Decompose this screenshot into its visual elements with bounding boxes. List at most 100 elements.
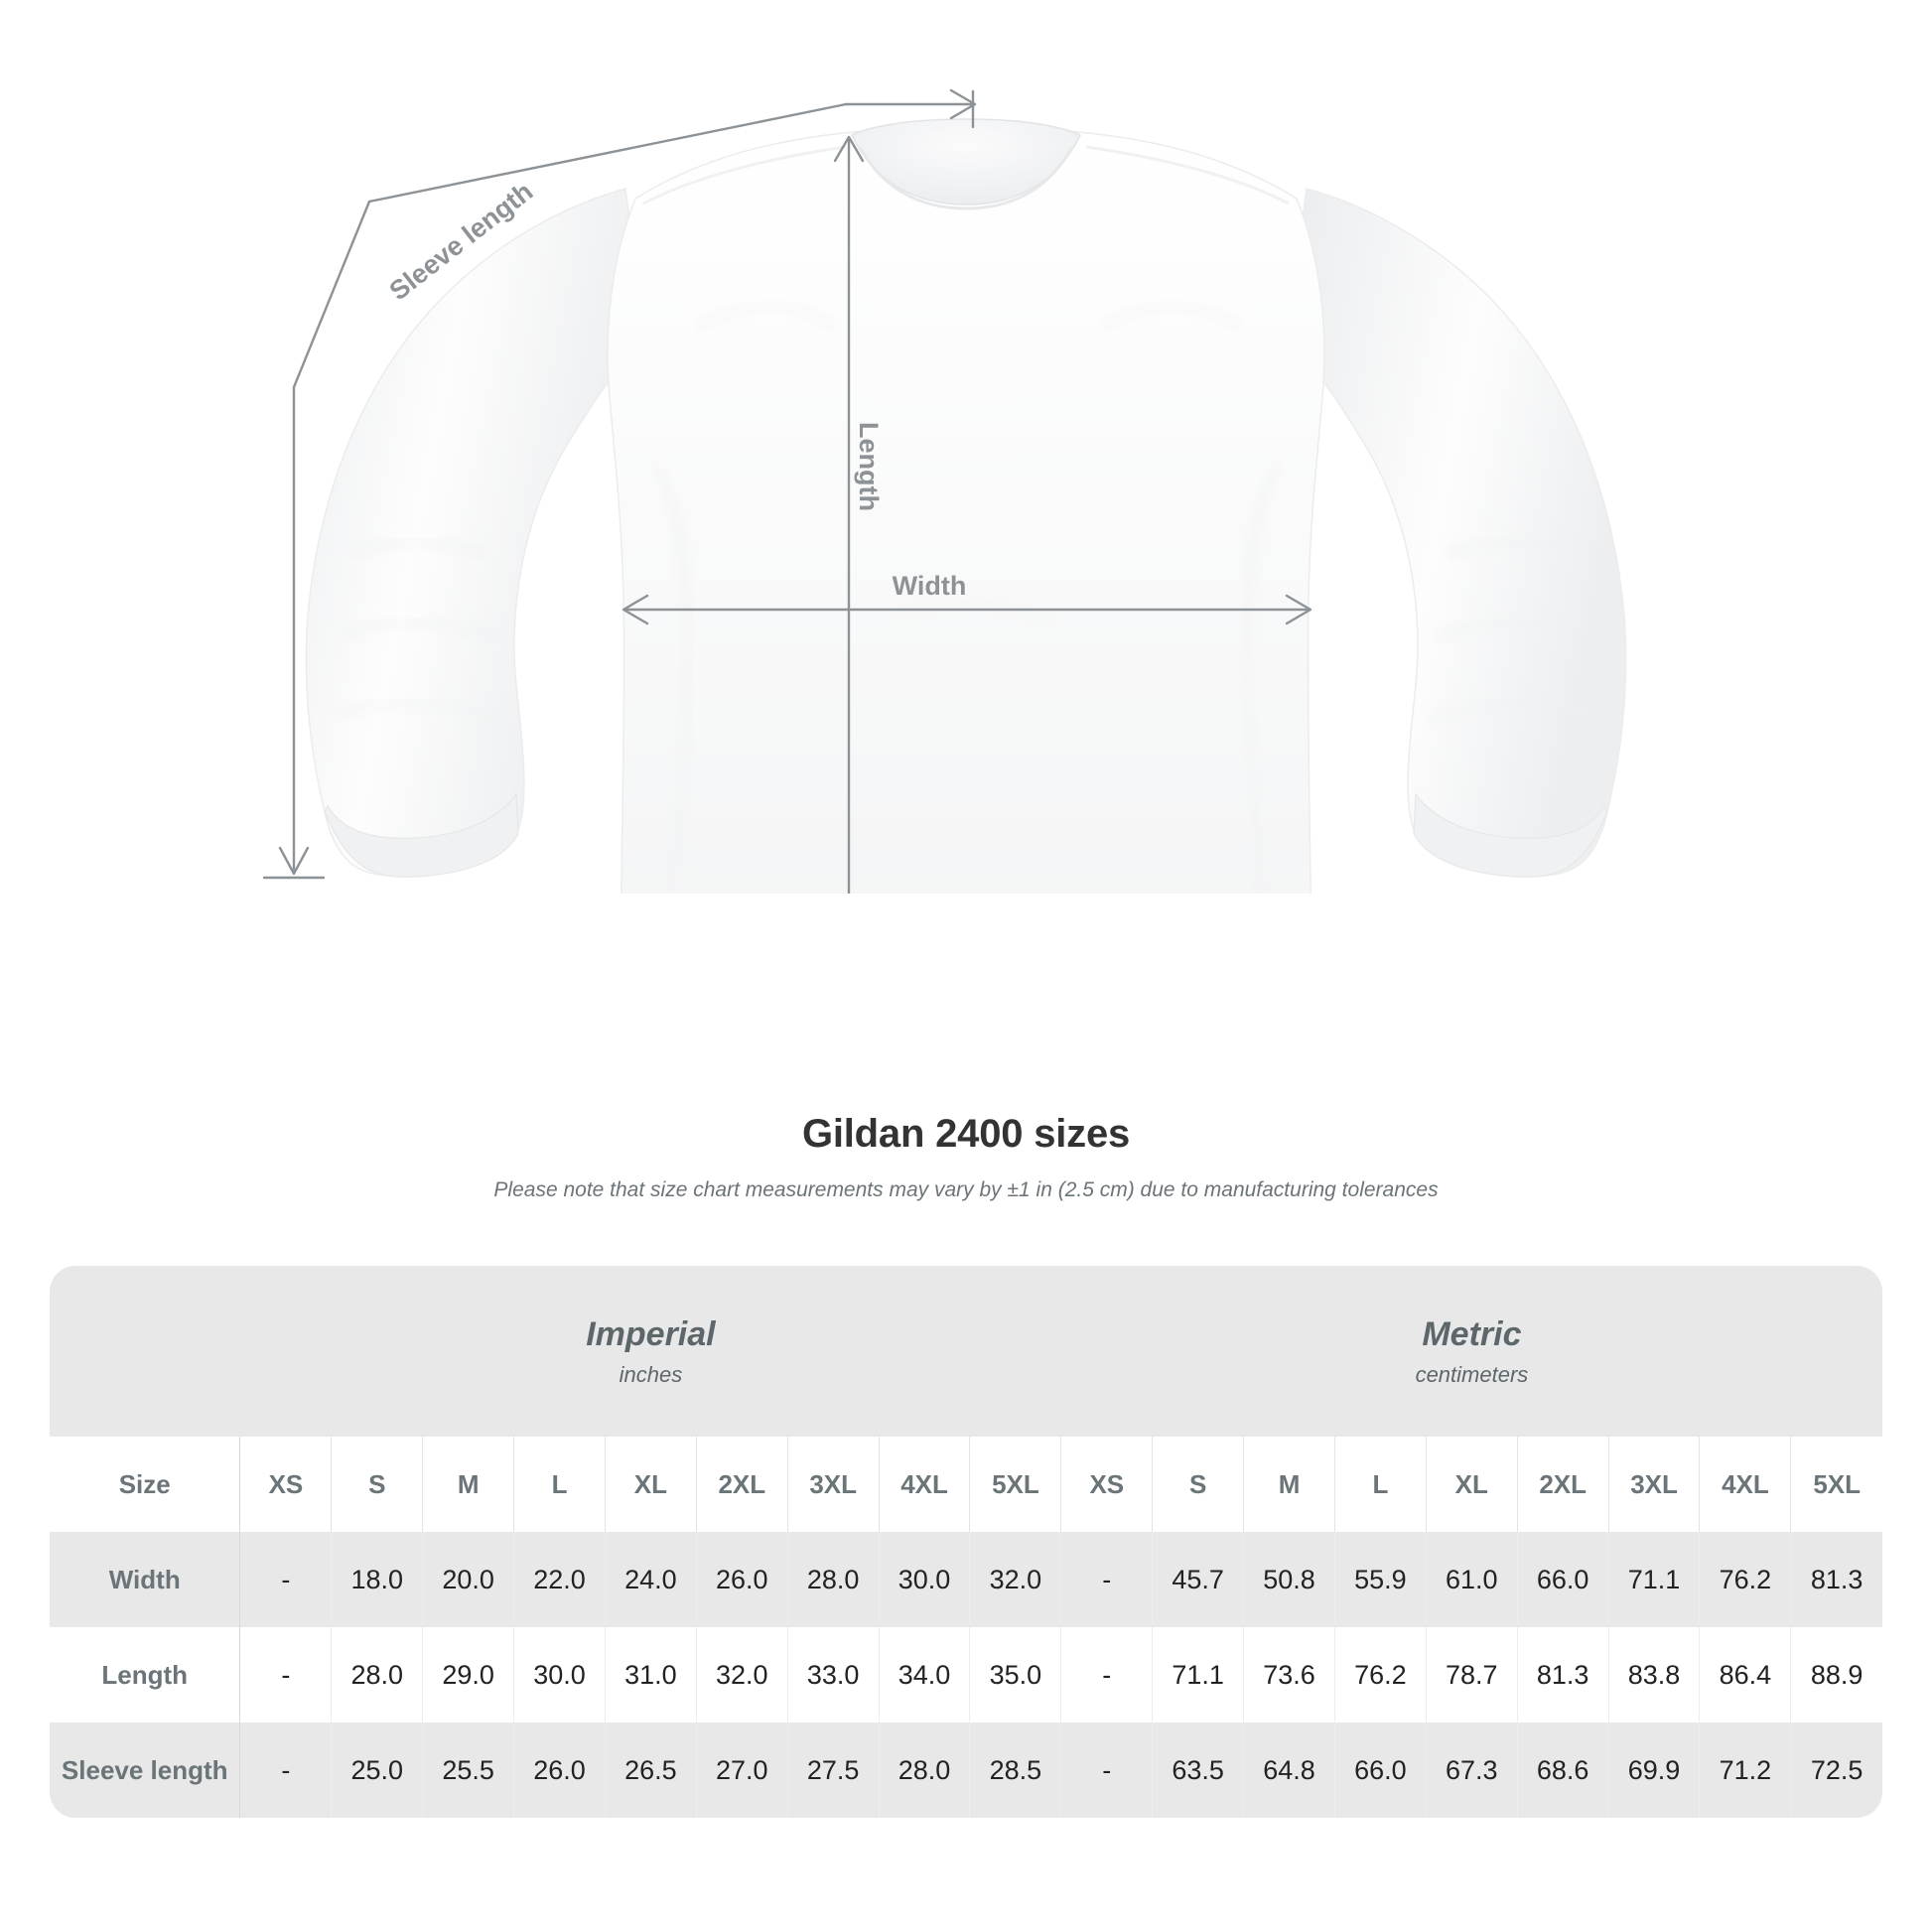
cell-width-metric-3xl: 71.1 bbox=[1608, 1532, 1701, 1627]
size-header-imperial-3xl: 3XL bbox=[787, 1437, 880, 1532]
cell-length-imperial-5xl: 35.0 bbox=[969, 1627, 1062, 1723]
length-dimension-line bbox=[833, 135, 865, 894]
right-sleeve bbox=[1286, 188, 1627, 878]
cell-width-metric-2xl: 66.0 bbox=[1517, 1532, 1609, 1627]
size-header-imperial-xs: XS bbox=[239, 1437, 333, 1532]
garment-body bbox=[607, 118, 1325, 894]
cell-length-metric-s: 71.1 bbox=[1152, 1627, 1245, 1723]
cell-width-metric-xl: 61.0 bbox=[1426, 1532, 1518, 1627]
cell-length-imperial-m: 29.0 bbox=[422, 1627, 515, 1723]
unit-system-header-row: Imperial inches Metric centimeters bbox=[50, 1266, 1882, 1437]
unit-header-imperial: Imperial inches bbox=[239, 1266, 1061, 1437]
cell-sleeve-imperial-5xl: 28.5 bbox=[969, 1723, 1062, 1818]
cell-sleeve-imperial-3xl: 27.5 bbox=[787, 1723, 880, 1818]
table-row: Width - 18.0 20.0 22.0 24.0 26.0 28.0 30… bbox=[50, 1532, 1882, 1627]
unit-name-imperial: Imperial bbox=[586, 1314, 716, 1353]
width-dimension-line bbox=[621, 594, 1312, 625]
cell-sleeve-metric-2xl: 68.6 bbox=[1517, 1723, 1609, 1818]
length-label: Length bbox=[854, 422, 884, 511]
cell-sleeve-metric-l: 66.0 bbox=[1334, 1723, 1427, 1818]
unit-header-spacer bbox=[50, 1266, 240, 1437]
cell-length-imperial-2xl: 32.0 bbox=[696, 1627, 788, 1723]
cell-sleeve-imperial-s: 25.0 bbox=[331, 1723, 424, 1818]
cell-sleeve-metric-4xl: 71.2 bbox=[1699, 1723, 1792, 1818]
cell-width-imperial-xs: - bbox=[239, 1532, 333, 1627]
cell-width-imperial-4xl: 30.0 bbox=[879, 1532, 971, 1627]
size-header-imperial-l: L bbox=[513, 1437, 606, 1532]
cell-length-imperial-xs: - bbox=[239, 1627, 333, 1723]
size-header-metric-2xl: 2XL bbox=[1517, 1437, 1609, 1532]
cell-length-imperial-4xl: 34.0 bbox=[879, 1627, 971, 1723]
cell-length-metric-l: 76.2 bbox=[1334, 1627, 1427, 1723]
size-header-metric-l: L bbox=[1334, 1437, 1427, 1532]
cell-width-imperial-3xl: 28.0 bbox=[787, 1532, 880, 1627]
cell-sleeve-metric-3xl: 69.9 bbox=[1608, 1723, 1701, 1818]
cell-width-metric-l: 55.9 bbox=[1334, 1532, 1427, 1627]
cell-sleeve-imperial-l: 26.0 bbox=[513, 1723, 606, 1818]
cell-length-metric-xs: - bbox=[1060, 1627, 1154, 1723]
cell-sleeve-imperial-2xl: 27.0 bbox=[696, 1723, 788, 1818]
size-header-metric-m: M bbox=[1243, 1437, 1335, 1532]
cell-width-imperial-l: 22.0 bbox=[513, 1532, 606, 1627]
cell-width-metric-m: 50.8 bbox=[1243, 1532, 1335, 1627]
row-label-width: Width bbox=[50, 1532, 241, 1627]
cell-width-metric-s: 45.7 bbox=[1152, 1532, 1245, 1627]
size-header-metric-3xl: 3XL bbox=[1608, 1437, 1701, 1532]
size-header-imperial-s: S bbox=[331, 1437, 424, 1532]
cell-sleeve-metric-xs: - bbox=[1060, 1723, 1154, 1818]
cell-length-metric-4xl: 86.4 bbox=[1699, 1627, 1792, 1723]
cell-sleeve-imperial-4xl: 28.0 bbox=[879, 1723, 971, 1818]
cell-sleeve-metric-5xl: 72.5 bbox=[1790, 1723, 1882, 1818]
measurement-overlay bbox=[262, 88, 1312, 894]
cell-length-imperial-l: 30.0 bbox=[513, 1627, 606, 1723]
cell-width-imperial-s: 18.0 bbox=[331, 1532, 424, 1627]
size-table-container: Imperial inches Metric centimeters Size … bbox=[50, 1266, 1882, 1818]
cell-length-imperial-xl: 31.0 bbox=[605, 1627, 697, 1723]
unit-sub-imperial: inches bbox=[619, 1361, 683, 1387]
size-header-imperial-4xl: 4XL bbox=[879, 1437, 971, 1532]
size-header-row: Size XS S M L XL 2XL 3XL 4XL 5XL XS S M … bbox=[50, 1437, 1882, 1532]
cell-sleeve-metric-s: 63.5 bbox=[1152, 1723, 1245, 1818]
left-sleeve bbox=[305, 188, 646, 878]
size-table: Imperial inches Metric centimeters Size … bbox=[50, 1266, 1882, 1818]
table-row: Length - 28.0 29.0 30.0 31.0 32.0 33.0 3… bbox=[50, 1627, 1882, 1723]
cell-length-metric-2xl: 81.3 bbox=[1517, 1627, 1609, 1723]
table-row: Sleeve length - 25.0 25.5 26.0 26.5 27.0… bbox=[50, 1723, 1882, 1818]
size-header-label: Size bbox=[50, 1437, 241, 1532]
unit-sub-metric: centimeters bbox=[1415, 1361, 1529, 1387]
cell-width-imperial-2xl: 26.0 bbox=[696, 1532, 788, 1627]
title-block: Gildan 2400 sizes Please note that size … bbox=[0, 1112, 1932, 1202]
cell-length-metric-xl: 78.7 bbox=[1426, 1627, 1518, 1723]
cell-sleeve-metric-xl: 67.3 bbox=[1426, 1723, 1518, 1818]
cell-width-metric-5xl: 81.3 bbox=[1790, 1532, 1882, 1627]
tolerance-note: Please note that size chart measurements… bbox=[493, 1178, 1439, 1201]
cell-width-imperial-xl: 24.0 bbox=[605, 1532, 697, 1627]
size-header-imperial-m: M bbox=[422, 1437, 515, 1532]
cell-length-metric-3xl: 83.8 bbox=[1608, 1627, 1701, 1723]
cell-length-imperial-s: 28.0 bbox=[331, 1627, 424, 1723]
cell-length-imperial-3xl: 33.0 bbox=[787, 1627, 880, 1723]
size-header-imperial-2xl: 2XL bbox=[696, 1437, 788, 1532]
row-label-length: Length bbox=[50, 1627, 241, 1723]
cell-sleeve-imperial-xs: - bbox=[239, 1723, 333, 1818]
width-label: Width bbox=[893, 571, 967, 601]
cell-width-metric-xs: - bbox=[1060, 1532, 1154, 1627]
sleeve-length-dimension-line bbox=[262, 88, 977, 880]
cell-width-imperial-m: 20.0 bbox=[422, 1532, 515, 1627]
cell-sleeve-metric-m: 64.8 bbox=[1243, 1723, 1335, 1818]
size-header-metric-4xl: 4XL bbox=[1699, 1437, 1792, 1532]
size-header-imperial-5xl: 5XL bbox=[969, 1437, 1062, 1532]
unit-name-metric: Metric bbox=[1422, 1314, 1522, 1353]
cell-length-metric-m: 73.6 bbox=[1243, 1627, 1335, 1723]
size-header-metric-s: S bbox=[1152, 1437, 1245, 1532]
size-header-metric-xs: XS bbox=[1060, 1437, 1154, 1532]
cell-sleeve-imperial-xl: 26.5 bbox=[605, 1723, 697, 1818]
cell-width-metric-4xl: 76.2 bbox=[1699, 1532, 1792, 1627]
size-header-metric-xl: XL bbox=[1426, 1437, 1518, 1532]
cell-sleeve-imperial-m: 25.5 bbox=[422, 1723, 515, 1818]
size-header-metric-5xl: 5XL bbox=[1790, 1437, 1882, 1532]
page-title: Gildan 2400 sizes bbox=[801, 1112, 1131, 1156]
garment-diagram: Length Sleeve length Width bbox=[0, 0, 1932, 894]
cell-width-imperial-5xl: 32.0 bbox=[969, 1532, 1062, 1627]
